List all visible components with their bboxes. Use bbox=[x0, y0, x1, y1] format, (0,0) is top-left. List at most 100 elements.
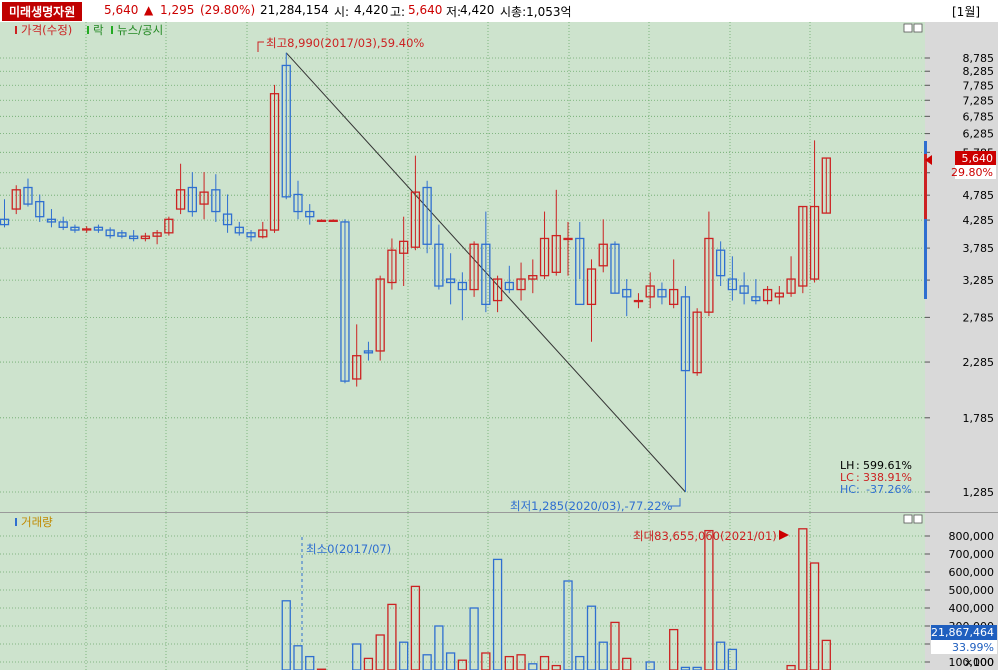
max-volume-arrow-icon bbox=[779, 530, 789, 540]
candle bbox=[563, 221, 573, 276]
candle bbox=[363, 341, 374, 361]
max-volume-annotation: 최대83,655,060(2021/01) bbox=[633, 529, 777, 543]
current-pct-tag-text: 29.80% bbox=[951, 166, 993, 179]
candle bbox=[70, 224, 80, 233]
candle-body bbox=[633, 299, 644, 303]
volume-bar bbox=[821, 639, 831, 670]
volume-legend-label[interactable]: 거래량 bbox=[21, 515, 53, 529]
candle-body bbox=[164, 218, 174, 234]
candle-body bbox=[387, 249, 397, 284]
volume-tick-label: 800,000 bbox=[949, 530, 995, 543]
volume-bar bbox=[645, 661, 655, 670]
current-volume-pct-tag-text: 33.99% bbox=[952, 641, 994, 654]
volume-bar bbox=[481, 652, 491, 670]
volume-bar bbox=[469, 607, 479, 670]
low-label: 저: bbox=[446, 5, 462, 19]
volume-bar bbox=[622, 657, 632, 670]
candle-body bbox=[11, 189, 21, 210]
candle-body bbox=[82, 228, 92, 231]
stat-lc-value: 338.91% bbox=[863, 471, 912, 484]
min-volume-annotation: 최소0(2017/07) bbox=[306, 542, 391, 556]
candle bbox=[269, 84, 280, 233]
candle-body bbox=[140, 235, 151, 240]
candle-body bbox=[692, 311, 702, 374]
market-cap: 시총:1,053억 bbox=[500, 5, 572, 19]
stat-lh-colon: : bbox=[856, 459, 860, 472]
high-price: 5,640 bbox=[408, 3, 443, 17]
low-marker-arrow bbox=[668, 498, 681, 507]
candle-body bbox=[539, 237, 550, 277]
candle-body bbox=[258, 229, 268, 238]
candle-body bbox=[669, 288, 679, 306]
price-legend: 가격(수정) 락 뉴스/공시 bbox=[15, 23, 163, 37]
down-legend-label[interactable]: 락 bbox=[93, 23, 104, 37]
candle bbox=[434, 224, 444, 290]
volume-bar bbox=[563, 580, 573, 670]
current-price-tag bbox=[955, 151, 996, 165]
candle-body bbox=[222, 213, 233, 226]
news-legend-label[interactable]: 뉴스/공시 bbox=[117, 23, 163, 37]
stat-lh-label: LH bbox=[840, 459, 854, 472]
candle bbox=[246, 230, 256, 242]
high-marker-arrow bbox=[257, 41, 264, 52]
candle bbox=[622, 279, 632, 317]
price-panel-close-button[interactable] bbox=[913, 23, 923, 33]
candle-body bbox=[622, 288, 632, 298]
volume-panel-close-button[interactable] bbox=[913, 514, 923, 524]
candle-body bbox=[352, 355, 362, 380]
price-tick-label: 1,285 bbox=[963, 486, 995, 499]
stat-lc-label: LC bbox=[840, 471, 854, 484]
candle bbox=[35, 194, 45, 222]
candle bbox=[481, 211, 491, 313]
candle bbox=[211, 174, 221, 222]
candle-body bbox=[410, 191, 421, 248]
candle bbox=[727, 256, 738, 301]
current-volume-tag bbox=[931, 625, 997, 640]
price-tick-label: 7,785 bbox=[963, 79, 995, 92]
candle bbox=[633, 293, 644, 309]
period-selector[interactable]: [1월] bbox=[952, 5, 981, 19]
volume-tick-label: 600,000 bbox=[949, 566, 995, 579]
candle-body bbox=[199, 191, 209, 205]
price-panel-bg bbox=[0, 22, 925, 512]
high-annotation: 최고8,990(2017/03),59.40% bbox=[257, 36, 424, 52]
candle bbox=[680, 286, 691, 492]
candle-body bbox=[434, 243, 444, 287]
candle-body bbox=[187, 186, 197, 213]
price-legend-label[interactable]: 가격(수정) bbox=[21, 23, 72, 37]
candle bbox=[93, 224, 104, 233]
candle bbox=[58, 216, 68, 231]
price-tick-label: 1,785 bbox=[963, 412, 995, 425]
price-panel-minimize-button[interactable] bbox=[903, 23, 913, 33]
candle bbox=[293, 180, 303, 220]
price-panel-controls bbox=[903, 23, 923, 33]
volume-panel-minimize-button[interactable] bbox=[903, 514, 913, 524]
candle bbox=[399, 216, 409, 287]
candle bbox=[774, 286, 784, 305]
candle-body bbox=[328, 219, 338, 223]
candle-body bbox=[23, 186, 33, 205]
candle bbox=[539, 211, 550, 280]
price-stats: LH : 599.61% LC : 338.91% HC : -37.26% bbox=[840, 459, 912, 496]
candle bbox=[516, 262, 526, 301]
candle-body bbox=[246, 232, 256, 238]
candle-body bbox=[105, 229, 115, 237]
candle bbox=[575, 221, 585, 306]
candle-body bbox=[469, 243, 479, 291]
candle-body bbox=[551, 234, 561, 273]
stock-name[interactable]: 미래생명자원 bbox=[2, 2, 83, 21]
candle bbox=[234, 221, 244, 236]
current-volume-marker: 21,867,464 33.99% ×100 bbox=[931, 625, 997, 669]
candle-body bbox=[657, 288, 667, 298]
stat-hc-value: -37.26% bbox=[866, 483, 912, 496]
candle bbox=[762, 286, 773, 305]
volume-bar bbox=[445, 652, 456, 670]
current-pct-tag bbox=[955, 165, 996, 179]
candle-body bbox=[234, 226, 244, 234]
candle bbox=[657, 282, 667, 305]
candle-body bbox=[316, 219, 327, 223]
candle bbox=[340, 219, 350, 384]
stat-lh-value: 599.61% bbox=[863, 459, 912, 472]
price-tick-label: 3,285 bbox=[963, 274, 995, 287]
